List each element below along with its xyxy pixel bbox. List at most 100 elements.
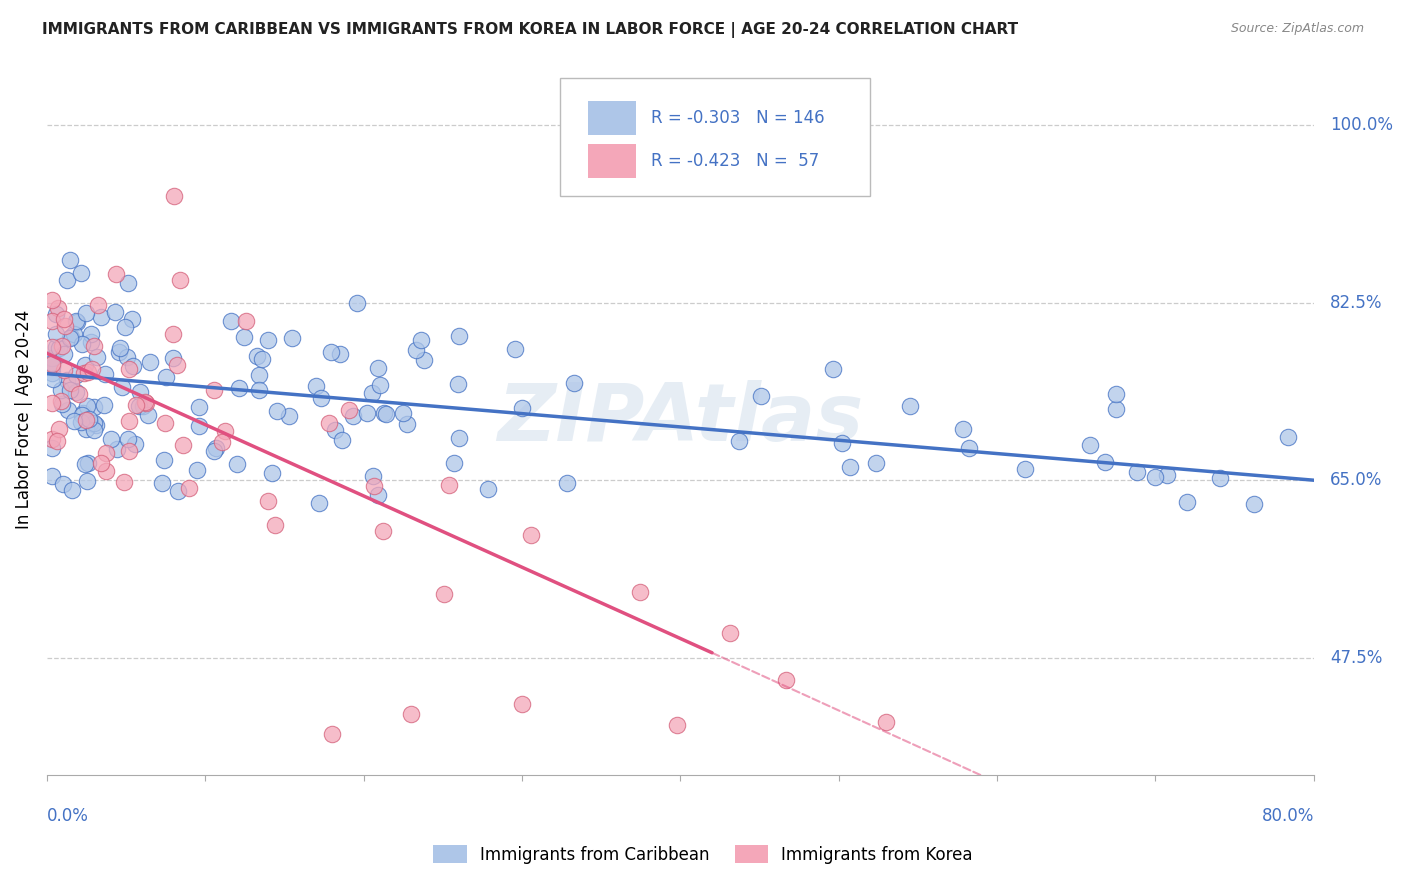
- Point: [59, 329, 82, 343]
- Point: [831, 436, 853, 450]
- Point: [66, 315, 89, 329]
- Point: [1014, 461, 1036, 475]
- Point: [957, 441, 980, 455]
- Point: [225, 457, 247, 471]
- Point: [153, 416, 176, 430]
- Point: [69, 415, 91, 429]
- Point: [53, 318, 76, 333]
- Point: [162, 189, 184, 203]
- Point: [48, 341, 70, 355]
- FancyBboxPatch shape: [560, 78, 870, 195]
- Point: [187, 419, 209, 434]
- Point: [1105, 387, 1128, 401]
- Y-axis label: In Labor Force | Age 20-24: In Labor Force | Age 20-24: [15, 310, 32, 529]
- Point: [77, 412, 100, 426]
- Point: [179, 481, 201, 495]
- Text: 65.0%: 65.0%: [1330, 471, 1382, 489]
- Point: [247, 383, 270, 397]
- Point: [503, 342, 526, 356]
- Point: [108, 342, 131, 356]
- Point: [42, 372, 65, 386]
- Point: [264, 518, 287, 533]
- Point: [100, 432, 122, 446]
- Point: [118, 362, 141, 376]
- Point: [409, 333, 432, 347]
- Point: [83, 401, 105, 415]
- Point: [41, 356, 63, 370]
- Point: [246, 349, 269, 363]
- Point: [367, 488, 389, 502]
- Point: [65, 368, 87, 383]
- Point: [346, 295, 368, 310]
- Point: [447, 431, 470, 445]
- Point: [162, 351, 184, 365]
- Point: [111, 380, 134, 394]
- Point: [280, 330, 302, 344]
- Point: [128, 399, 150, 413]
- Text: 80.0%: 80.0%: [1261, 806, 1313, 824]
- Point: [121, 311, 143, 326]
- Point: [250, 351, 273, 366]
- Point: [363, 478, 385, 492]
- Point: [135, 395, 157, 409]
- Point: [60, 483, 83, 498]
- Point: [477, 482, 499, 496]
- Point: [76, 474, 98, 488]
- Point: [77, 456, 100, 470]
- Point: [90, 310, 112, 325]
- Point: [41, 441, 63, 455]
- Point: [51, 397, 73, 411]
- Point: [555, 475, 578, 490]
- Bar: [588, 144, 636, 178]
- Point: [219, 314, 242, 328]
- Point: [211, 434, 233, 449]
- Point: [86, 298, 108, 312]
- Point: [65, 314, 87, 328]
- Point: [1156, 468, 1178, 483]
- Point: [898, 399, 921, 413]
- Point: [323, 423, 346, 437]
- Point: [257, 333, 280, 347]
- Point: [214, 424, 236, 438]
- Point: [55, 372, 77, 386]
- Point: [76, 365, 98, 379]
- Point: [266, 403, 288, 417]
- Point: [72, 406, 94, 420]
- Point: [67, 386, 90, 401]
- Point: [375, 408, 398, 422]
- Point: [628, 585, 651, 599]
- Point: [1175, 495, 1198, 509]
- Point: [80, 334, 103, 349]
- Point: [437, 477, 460, 491]
- Point: [93, 398, 115, 412]
- Point: [405, 343, 427, 358]
- Point: [188, 400, 211, 414]
- Text: 0.0%: 0.0%: [46, 806, 89, 824]
- Point: [371, 524, 394, 538]
- Point: [865, 456, 887, 470]
- Point: [117, 276, 139, 290]
- Text: ZIPAtlas: ZIPAtlas: [498, 380, 863, 458]
- Point: [367, 361, 389, 376]
- Point: [356, 406, 378, 420]
- Point: [49, 393, 72, 408]
- Point: [952, 421, 974, 435]
- Point: [69, 266, 91, 280]
- Text: 47.5%: 47.5%: [1330, 648, 1382, 667]
- Point: [80, 326, 103, 341]
- Point: [205, 441, 228, 455]
- Text: 82.5%: 82.5%: [1330, 293, 1384, 311]
- Point: [41, 293, 63, 307]
- Point: [94, 367, 117, 381]
- Point: [399, 706, 422, 721]
- Point: [108, 345, 131, 359]
- Point: [41, 351, 63, 366]
- Point: [1243, 497, 1265, 511]
- Point: [775, 673, 797, 688]
- Point: [319, 345, 342, 359]
- Point: [105, 442, 128, 456]
- Point: [136, 408, 159, 422]
- Point: [233, 329, 256, 343]
- Point: [114, 320, 136, 334]
- Point: [139, 355, 162, 369]
